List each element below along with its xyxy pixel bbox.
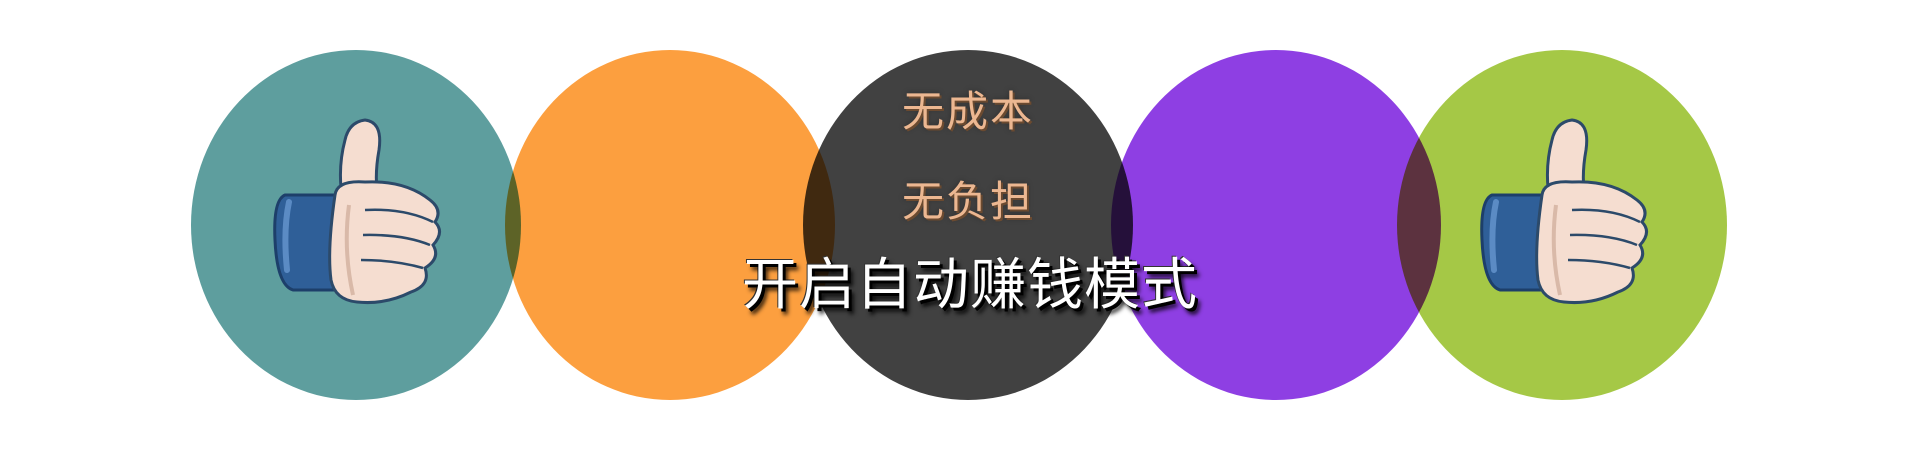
purple-circle	[1111, 50, 1441, 400]
orange-circle	[505, 50, 835, 400]
headline: 开启自动赚钱模式	[742, 253, 1198, 318]
tagline-no-cost: 无成本	[901, 87, 1034, 136]
dark-gray-circle	[803, 50, 1133, 400]
thumbs-up-icon	[1480, 118, 1648, 304]
tagline-no-burden: 无负担	[901, 177, 1034, 226]
thumbs-up-icon	[273, 118, 441, 304]
